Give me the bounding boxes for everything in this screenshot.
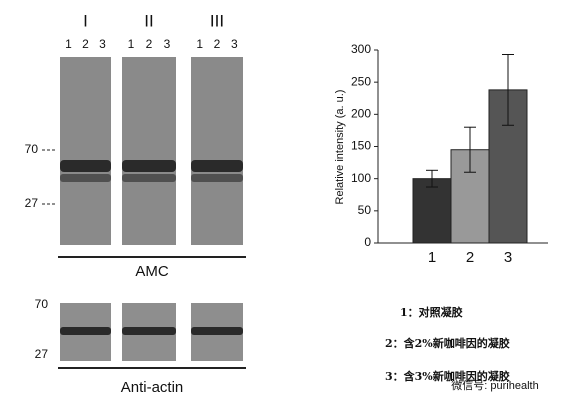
band (60, 174, 111, 182)
band (122, 160, 176, 172)
marker-label: 70 (25, 142, 39, 156)
x-tick-label: 2 (466, 249, 474, 266)
y-tick-label: 100 (351, 171, 371, 185)
marker-label: 27 (35, 347, 49, 361)
band (60, 327, 111, 335)
x-tick-label: 3 (504, 249, 512, 266)
lane-label: 1 (65, 37, 72, 51)
note: 2：含2%新咖啡因的凝胶 (385, 336, 510, 350)
lane-label: 3 (164, 37, 171, 51)
group-label: I (83, 11, 88, 30)
band (191, 160, 243, 172)
note: 3：含3%新咖啡因的凝胶 (385, 369, 510, 383)
band (122, 327, 176, 335)
marker-label: 27 (25, 196, 39, 210)
blot-label: AMC (135, 263, 169, 280)
lane-label: 2 (82, 37, 89, 51)
watermark: 微信号: purihealth (451, 378, 538, 392)
y-tick-label: 300 (351, 42, 371, 56)
y-tick-label: 50 (358, 203, 372, 217)
lane-label: 3 (99, 37, 106, 51)
y-tick-label: 200 (351, 107, 371, 121)
blot-panel (122, 57, 176, 245)
y-tick-label: 150 (351, 139, 371, 153)
y-tick-label: 0 (364, 235, 371, 249)
band (191, 327, 243, 335)
lane-label: 2 (146, 37, 153, 51)
y-axis-label: Relative intensity (a. u.) (334, 90, 346, 205)
blot-panel (191, 57, 243, 245)
lane-label: 3 (231, 37, 238, 51)
marker-label: 70 (35, 297, 49, 311)
band (60, 160, 111, 172)
group-label: III (210, 11, 224, 30)
x-tick-label: 1 (428, 249, 436, 266)
group-label: II (144, 11, 153, 30)
y-tick-label: 250 (351, 74, 371, 88)
blot-panel (60, 57, 111, 245)
blot-label: Anti-actin (121, 379, 184, 396)
lane-label: 2 (214, 37, 221, 51)
note: 1：对照凝胶 (400, 305, 463, 319)
bar (412, 178, 452, 244)
band (191, 174, 243, 182)
lane-label: 1 (196, 37, 203, 51)
lane-label: 1 (128, 37, 135, 51)
band (122, 174, 176, 182)
